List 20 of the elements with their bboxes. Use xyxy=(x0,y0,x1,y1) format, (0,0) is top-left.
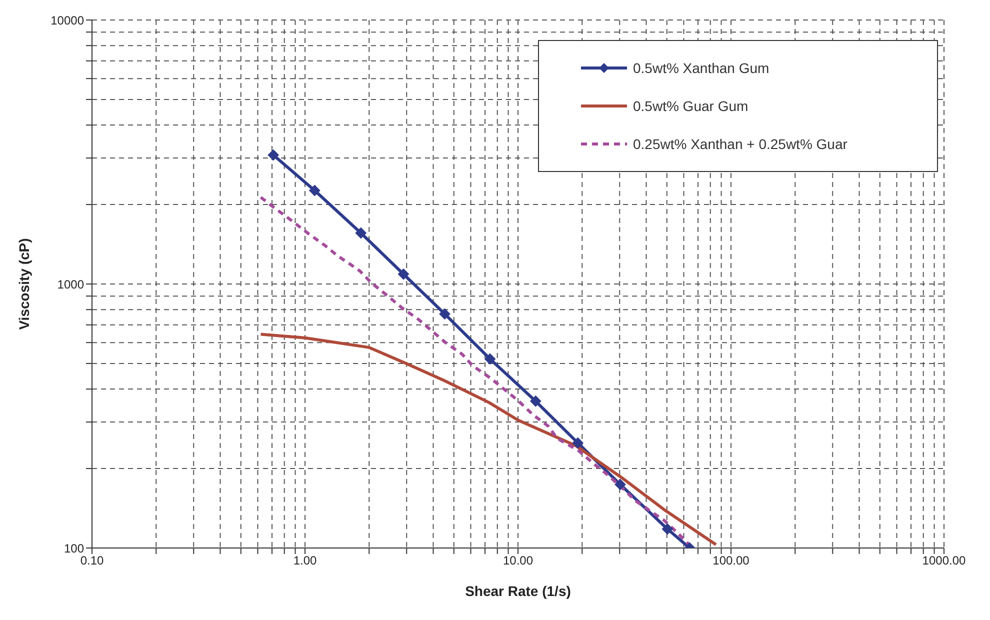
point xyxy=(614,478,626,490)
legend-label: 0.5wt% Xanthan Gum xyxy=(633,60,770,76)
point xyxy=(268,150,279,161)
point xyxy=(484,353,496,364)
legend-label: 0.5wt% Guar Gum xyxy=(633,98,748,114)
x-tick-label: 100.00 xyxy=(712,554,750,568)
x-tick-label: 1.00 xyxy=(293,554,317,568)
x-tick-label: 10.00 xyxy=(502,554,534,568)
y-axis-title: Viscosity (cP) xyxy=(16,238,32,330)
point xyxy=(398,268,409,280)
y-tick-label: 10000 xyxy=(50,13,84,28)
x-axis-title: Shear Rate (1/s) xyxy=(465,583,571,599)
y-tick-label: 1000 xyxy=(57,277,84,292)
legend-label: 0.25wt% Xanthan + 0.25wt% Guar xyxy=(633,136,848,152)
point xyxy=(572,437,584,448)
point xyxy=(309,185,320,196)
x-tick-label: 0.10 xyxy=(80,554,104,568)
x-tick-label: 1000.00 xyxy=(922,554,966,568)
point xyxy=(355,228,366,239)
y-tick-label: 100 xyxy=(64,541,84,556)
